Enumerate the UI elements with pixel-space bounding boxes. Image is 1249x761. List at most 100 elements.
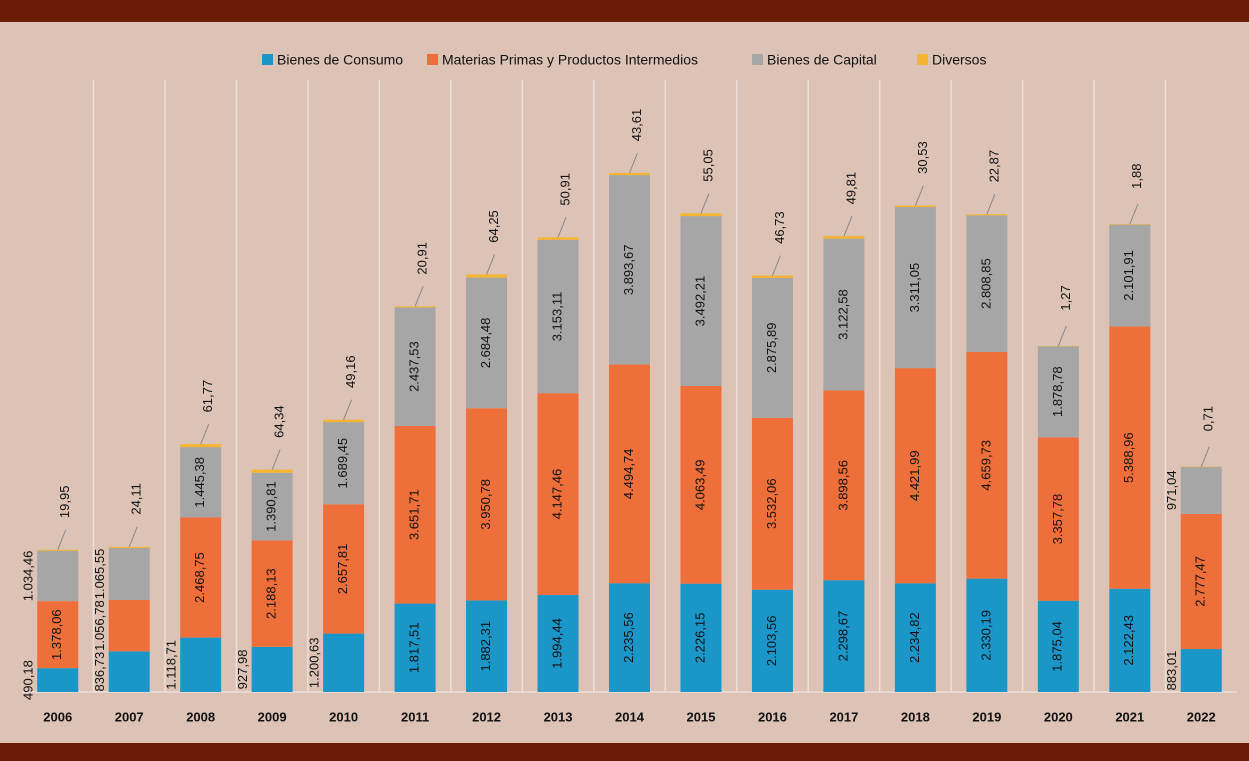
x-tick-label: 2006 bbox=[43, 709, 72, 724]
data-label: 20,91 bbox=[415, 242, 430, 275]
bar-segment bbox=[894, 205, 936, 208]
data-label: 1.689,45 bbox=[335, 438, 350, 489]
x-tick-label: 2016 bbox=[758, 709, 787, 724]
data-label: 4.063,49 bbox=[692, 460, 707, 511]
data-label: 1.878,78 bbox=[1050, 366, 1065, 417]
data-label: 1.034,46 bbox=[21, 551, 36, 602]
bar-segment bbox=[609, 173, 650, 176]
x-tick-label: 2008 bbox=[186, 709, 215, 724]
x-tick-label: 2018 bbox=[901, 709, 930, 724]
legend-label: Diversos bbox=[932, 52, 986, 68]
bar-segment bbox=[1180, 466, 1222, 514]
bar-segment bbox=[751, 275, 793, 278]
leader-line bbox=[914, 185, 924, 206]
bar-segment bbox=[609, 583, 650, 692]
data-label: 1.445,38 bbox=[192, 457, 207, 508]
x-tick-label: 2015 bbox=[687, 709, 716, 724]
data-label: 43,61 bbox=[629, 109, 644, 142]
bar-segment bbox=[894, 207, 936, 369]
data-label: 2.437,53 bbox=[407, 341, 422, 392]
bar-segment bbox=[323, 419, 365, 423]
data-label: 4.494,74 bbox=[621, 449, 636, 500]
bar-segment bbox=[180, 637, 222, 692]
data-label: 49,81 bbox=[843, 172, 858, 205]
bar-segment bbox=[1180, 466, 1222, 468]
data-label: 3.893,67 bbox=[621, 245, 636, 296]
bar-segment bbox=[37, 550, 79, 602]
bar-segment bbox=[751, 277, 793, 418]
bar-segment bbox=[251, 469, 293, 473]
bar-segment bbox=[1109, 224, 1151, 327]
bar-segment bbox=[466, 277, 508, 409]
bar-segment bbox=[1180, 649, 1222, 692]
bar-segment bbox=[251, 472, 293, 541]
data-label: 4.421,99 bbox=[907, 450, 922, 501]
data-label: 1.390,81 bbox=[264, 481, 279, 532]
x-tick-label: 2014 bbox=[615, 709, 645, 724]
bar-segment bbox=[394, 307, 436, 426]
bar-segment bbox=[108, 599, 150, 652]
x-tick-label: 2009 bbox=[258, 709, 287, 724]
bar-segment bbox=[1037, 346, 1079, 438]
bar-segment bbox=[108, 651, 150, 692]
data-label: 2.103,56 bbox=[764, 616, 779, 667]
leader-line bbox=[128, 526, 138, 548]
leader-line bbox=[1129, 204, 1139, 225]
data-label: 3.357,78 bbox=[1050, 494, 1065, 545]
data-label: 2.101,91 bbox=[1121, 250, 1136, 301]
bar-segment bbox=[1109, 326, 1151, 589]
bar-segment bbox=[537, 237, 579, 240]
x-tick-label: 2021 bbox=[1115, 709, 1144, 724]
bar-segment bbox=[966, 214, 1008, 216]
data-label: 3.950,78 bbox=[478, 479, 493, 530]
data-label: 2.298,67 bbox=[835, 611, 850, 662]
bar-segment bbox=[609, 364, 650, 584]
legend-swatch bbox=[917, 54, 928, 65]
bar-segment bbox=[966, 351, 1008, 579]
data-label: 49,16 bbox=[343, 355, 358, 388]
bar-segment bbox=[466, 600, 508, 692]
data-label: 19,95 bbox=[57, 486, 72, 519]
data-label: 5.388,96 bbox=[1121, 432, 1136, 483]
leader-line bbox=[200, 423, 210, 445]
data-label: 883,01 bbox=[1164, 651, 1179, 691]
bar-segment bbox=[180, 517, 222, 638]
bar-segment bbox=[823, 390, 865, 581]
data-label: 1.065,55 bbox=[92, 549, 107, 600]
bar-segment bbox=[823, 238, 865, 391]
data-label: 2.330,19 bbox=[978, 610, 993, 661]
x-tick-label: 2020 bbox=[1044, 709, 1073, 724]
bar-segment bbox=[751, 417, 793, 590]
bar-segment bbox=[466, 408, 508, 601]
legend-swatch bbox=[262, 54, 273, 65]
data-label: 1.118,71 bbox=[164, 640, 179, 690]
bar-segment bbox=[466, 274, 508, 278]
data-label: 2.188,13 bbox=[264, 568, 279, 619]
leader-line bbox=[1057, 325, 1067, 347]
bar-segment bbox=[108, 548, 150, 600]
bar-segment bbox=[1109, 224, 1151, 225]
data-label: 2.226,15 bbox=[692, 613, 707, 664]
bar-segment bbox=[823, 236, 865, 239]
legend-label: Bienes de Consumo bbox=[277, 52, 403, 68]
leader-line bbox=[557, 217, 567, 238]
bar-segment bbox=[680, 216, 722, 386]
data-label: 3.122,58 bbox=[835, 289, 850, 340]
data-label: 2.468,75 bbox=[192, 552, 207, 603]
leader-line bbox=[271, 449, 281, 470]
x-tick-label: 2010 bbox=[329, 709, 358, 724]
data-label: 4.659,73 bbox=[978, 440, 993, 491]
bar-segment bbox=[1109, 588, 1151, 692]
bar-segment bbox=[1037, 437, 1079, 601]
leader-line bbox=[1200, 446, 1210, 467]
leader-line bbox=[629, 152, 638, 174]
data-label: 1.994,44 bbox=[549, 618, 564, 669]
bar-segment bbox=[823, 580, 865, 692]
bar-segment bbox=[323, 633, 365, 692]
data-label: 927,98 bbox=[235, 650, 250, 690]
bar-segment bbox=[680, 583, 722, 692]
leader-line bbox=[771, 255, 781, 276]
data-label: 3.311,05 bbox=[907, 263, 922, 313]
bar-segment bbox=[251, 540, 293, 647]
